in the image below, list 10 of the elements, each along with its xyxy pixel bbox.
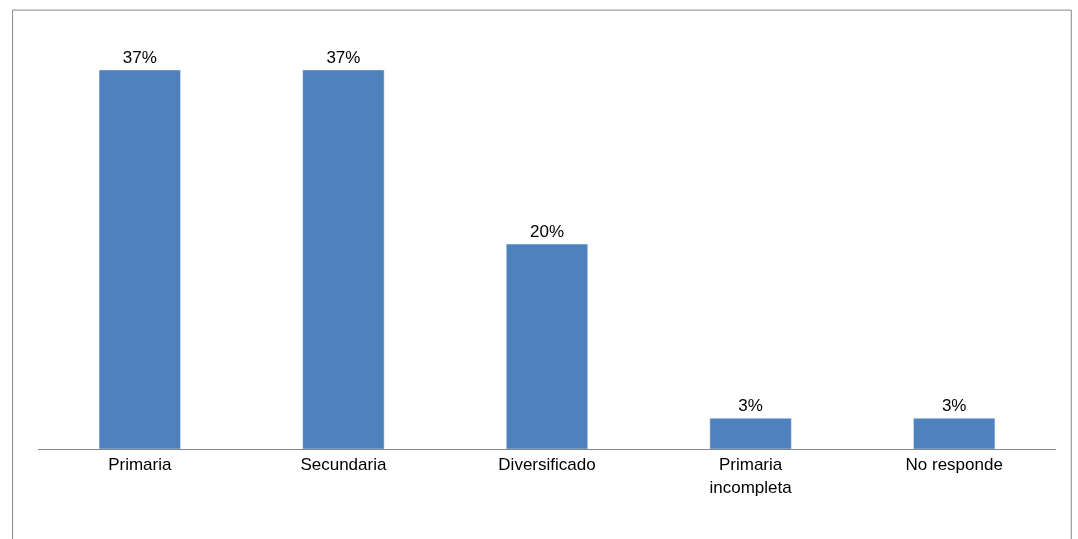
data-label: 37%: [326, 47, 361, 67]
data-label: 3%: [738, 396, 763, 416]
x-tick-label: Primaria: [108, 455, 172, 475]
data-label: 3%: [941, 396, 967, 416]
x-tick-label: Secundaria: [300, 455, 387, 475]
x-tick-label: No responde: [905, 455, 1003, 475]
data-label: 37%: [122, 47, 157, 67]
x-tick-label: Diversificado: [498, 455, 596, 475]
x-tick-label: Primaria incompleta: [709, 455, 793, 497]
data-label: 20%: [529, 222, 565, 242]
